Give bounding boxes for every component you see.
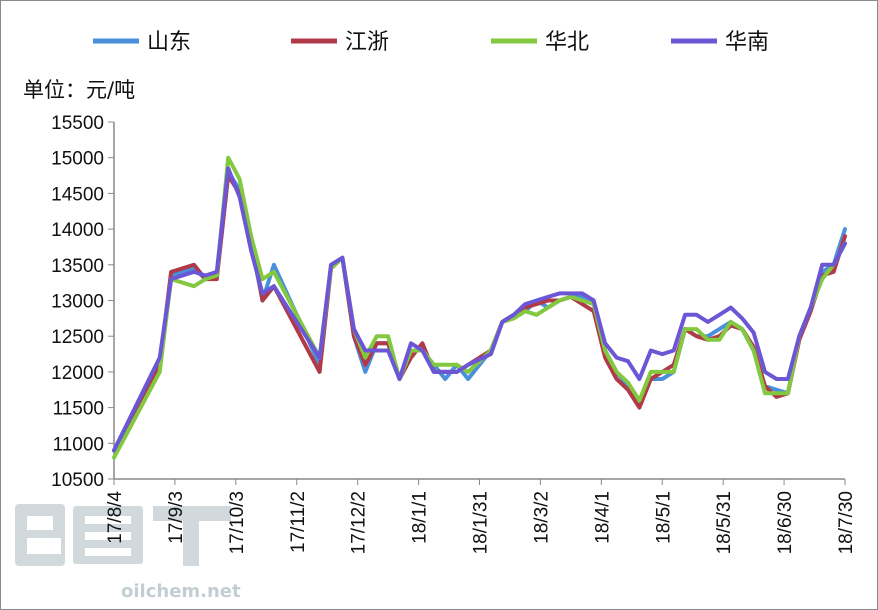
x-tick-label: 17/12/2: [349, 491, 370, 554]
y-tick-label: 10500: [51, 470, 104, 491]
y-axis-ticks: 15500 15000 14500 14000 13500 13000 12500 12000…: [51, 113, 114, 491]
x-tick-label: 17/9/3: [166, 491, 187, 544]
y-tick-label: 14500: [51, 184, 104, 205]
y-tick-label: 15500: [51, 113, 104, 134]
x-tick-label: 17/8/4: [105, 491, 126, 544]
legend: 山东 江浙 华北 华南: [93, 30, 769, 55]
legend-label-0: 山东: [147, 30, 191, 55]
x-tick-label: 18/6/30: [775, 491, 796, 554]
x-tick-label: 18/7/30: [836, 491, 857, 554]
watermark-logo: oilchem.net: [15, 504, 241, 602]
y-tick-label: 13500: [51, 256, 104, 277]
y-tick-label: 15000: [51, 149, 104, 170]
series-line-3: [112, 166, 847, 453]
x-tick-label: 18/1/31: [471, 491, 492, 554]
y-tick-label: 13000: [51, 292, 104, 313]
y-tick-label: 12500: [51, 327, 104, 348]
y-tick-label: 11500: [53, 399, 104, 420]
y-tick-label: 11000: [53, 434, 104, 455]
axes: [113, 122, 845, 480]
legend-label-3: 华南: [725, 30, 769, 55]
x-tick-label: 18/4/1: [592, 491, 613, 544]
x-tick-label: 18/5/1: [653, 491, 674, 544]
unit-label: 单位：元/吨: [23, 78, 135, 102]
series-line-2: [112, 155, 847, 460]
x-tick-label: 17/10/3: [227, 491, 248, 554]
legend-label-2: 华北: [545, 30, 589, 55]
y-tick-label: 14000: [51, 220, 104, 241]
watermark-text: oilchem.net: [121, 581, 241, 602]
x-tick-label: 17/11/2: [288, 491, 309, 553]
x-tick-label: 18/5/31: [714, 491, 735, 554]
series-lines: [112, 155, 847, 460]
y-tick-label: 12000: [51, 363, 104, 384]
x-tick-label: 18/3/2: [531, 491, 552, 544]
x-tick-label: 18/1/1: [410, 491, 431, 544]
x-axis-ticks: 17/8/4 17/9/3 17/10/3 17/11/2 17/12/2 18/1/1 1…: [105, 479, 857, 554]
legend-label-1: 江浙: [345, 30, 389, 55]
